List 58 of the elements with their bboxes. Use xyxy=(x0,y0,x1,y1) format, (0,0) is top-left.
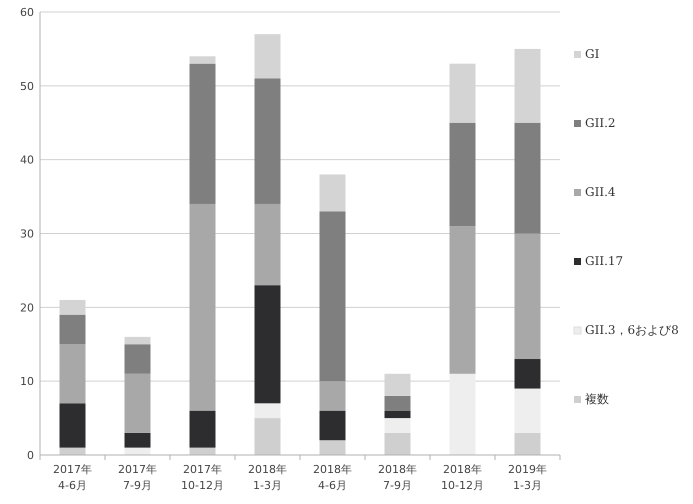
legend-label: GII.17 xyxy=(585,254,624,268)
bar xyxy=(254,204,280,286)
bar xyxy=(384,410,410,418)
bar xyxy=(190,410,216,448)
bar xyxy=(450,374,476,455)
bar xyxy=(254,418,280,455)
bar xyxy=(190,56,216,64)
bar xyxy=(124,432,150,448)
legend-label: GII.4 xyxy=(585,185,616,199)
x-tick-label: 2017年 4-6月 xyxy=(53,463,92,492)
bar xyxy=(124,448,150,455)
legend-label: GII.3，6および8 xyxy=(585,323,679,337)
bar xyxy=(514,234,540,360)
bar xyxy=(320,211,346,382)
bar xyxy=(60,403,86,448)
y-tick-label: 0 xyxy=(27,449,34,462)
bar xyxy=(514,388,540,433)
x-tick-label: 2017年 10-12月 xyxy=(181,463,224,492)
x-tick-label: 2018年 7-9月 xyxy=(378,463,417,492)
bar xyxy=(450,226,476,374)
y-tick-label: 30 xyxy=(20,228,34,240)
bar xyxy=(320,410,346,440)
bar xyxy=(254,78,280,204)
x-tick-label: 2018年 4-6月 xyxy=(313,463,352,492)
bar xyxy=(124,374,150,433)
bar xyxy=(190,448,216,455)
bar xyxy=(384,418,410,433)
bar xyxy=(514,122,540,234)
bar xyxy=(514,359,540,389)
x-tick-label: 2017年 7-9月 xyxy=(118,463,157,492)
y-tick-label: 20 xyxy=(20,301,34,314)
bar xyxy=(190,64,216,204)
x-tick-label: 2019年 1-3月 xyxy=(508,463,547,492)
legend-label: GII.2 xyxy=(585,116,616,130)
bar xyxy=(254,403,280,418)
bar xyxy=(254,285,280,404)
y-tick-label: 40 xyxy=(20,154,34,167)
bar xyxy=(124,344,150,374)
y-tick-label: 60 xyxy=(20,6,34,19)
bar xyxy=(320,174,346,212)
y-tick-label: 50 xyxy=(20,80,34,93)
bar xyxy=(60,448,86,455)
bar xyxy=(190,204,216,411)
legend-label: GI xyxy=(585,47,600,61)
bar xyxy=(124,336,150,344)
x-tick-label: 2018年 10-12月 xyxy=(441,463,484,492)
legend-label: 複数 xyxy=(585,392,609,406)
bar xyxy=(320,381,346,411)
bar xyxy=(450,122,476,226)
bar xyxy=(514,432,540,455)
bar xyxy=(384,432,410,455)
x-tick-label: 2018年 1-3月 xyxy=(248,463,287,492)
bar xyxy=(384,396,410,411)
bar xyxy=(60,314,86,344)
y-tick-label: 10 xyxy=(20,375,34,388)
bar xyxy=(254,34,280,78)
bar xyxy=(320,440,346,455)
bar xyxy=(60,344,86,404)
